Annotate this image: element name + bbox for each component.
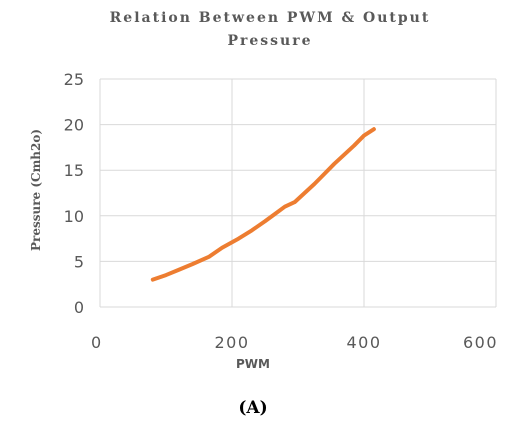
y-axis-label: Pressure (Cmh2o) bbox=[29, 129, 43, 251]
x-axis-ticks: 0 200 400 600 bbox=[91, 333, 498, 352]
series-layer bbox=[150, 127, 376, 282]
figure-caption: (A) bbox=[238, 398, 267, 418]
x-axis-label: PWM bbox=[236, 357, 270, 371]
y-tick-label: 10 bbox=[64, 207, 84, 226]
y-tick-label: 15 bbox=[64, 161, 84, 180]
y-tick-label: 0 bbox=[74, 298, 84, 317]
chart-title-line-2: Pressure bbox=[227, 33, 312, 49]
series-line-0 bbox=[150, 127, 376, 282]
x-tick-label: 200 bbox=[214, 333, 249, 352]
x-tick-label: 600 bbox=[463, 333, 498, 352]
y-tick-label: 5 bbox=[74, 252, 84, 271]
x-tick-label: 400 bbox=[346, 333, 381, 352]
chart-title: Relation Between PWM & Output Pressure bbox=[110, 10, 431, 49]
y-axis-ticks: 0 5 10 15 20 25 bbox=[64, 70, 84, 317]
x-tick-label: 0 bbox=[91, 333, 103, 352]
y-tick-label: 25 bbox=[64, 70, 84, 89]
gridlines bbox=[99, 78, 497, 308]
y-tick-label: 20 bbox=[64, 116, 84, 135]
chart-title-line-1: Relation Between PWM & Output bbox=[110, 10, 431, 26]
